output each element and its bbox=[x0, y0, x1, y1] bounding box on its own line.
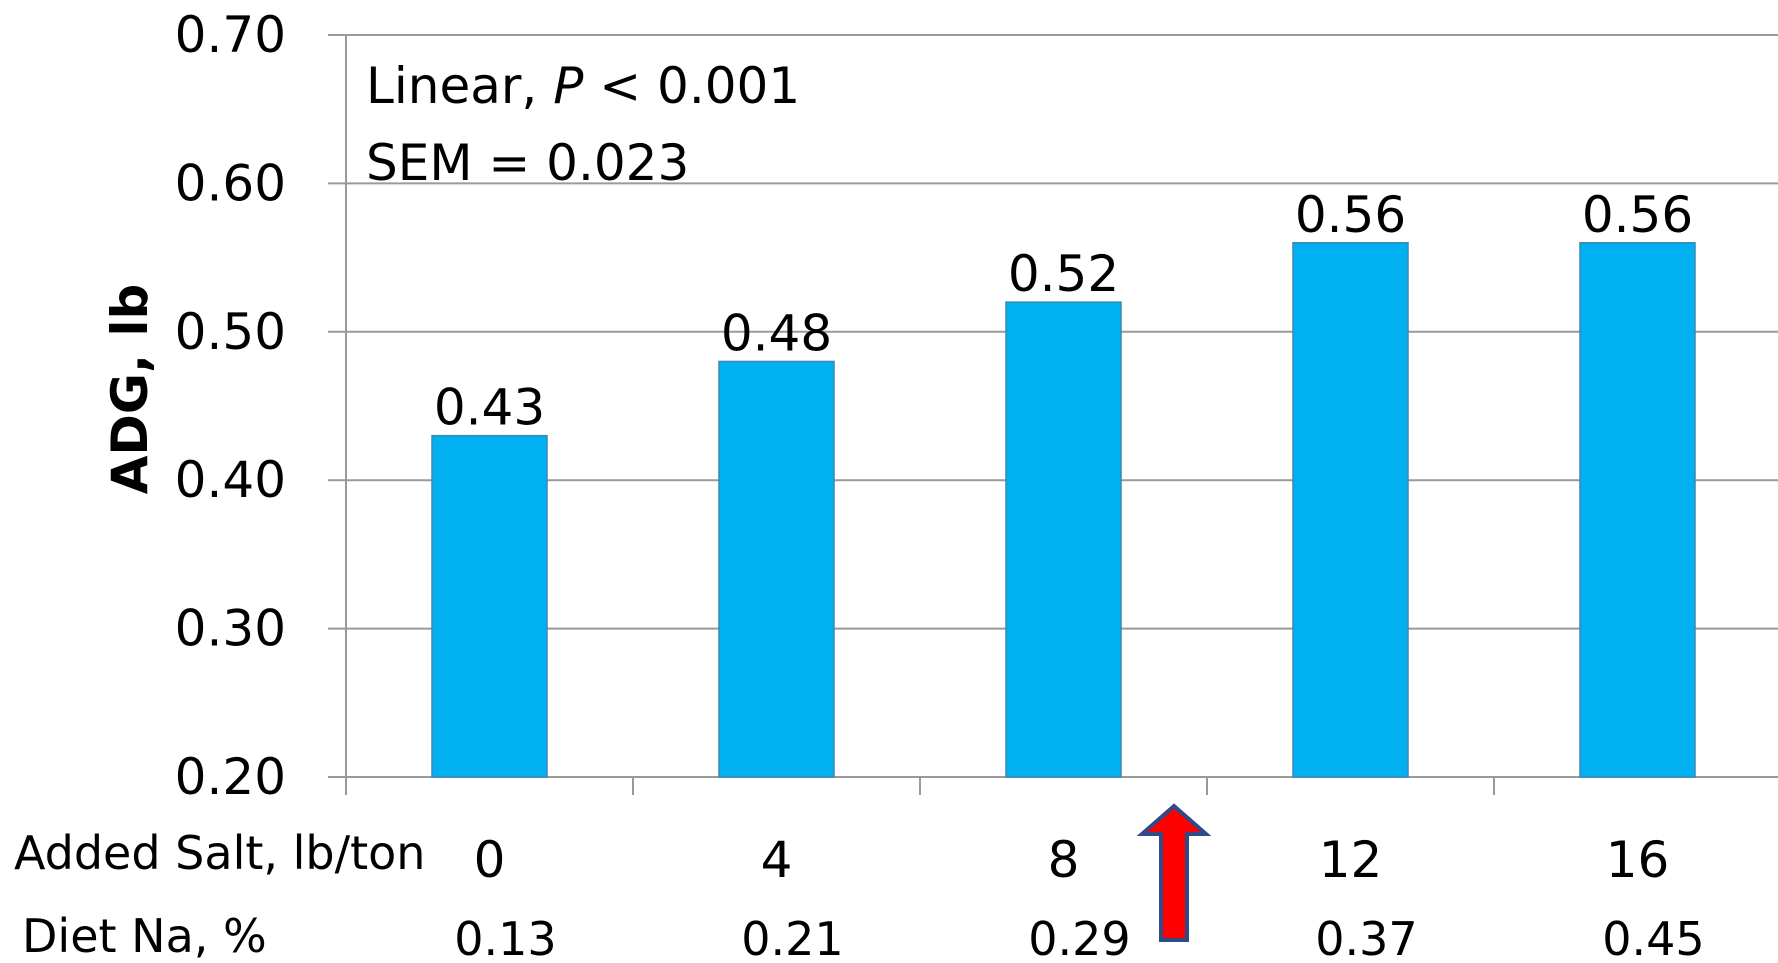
y-tick-label: 0.60 bbox=[175, 154, 286, 212]
diet-na-value-label: 0.45 bbox=[1602, 912, 1704, 963]
highlight-arrow bbox=[1136, 803, 1212, 942]
bar bbox=[1292, 242, 1409, 778]
y-tick-label: 0.20 bbox=[175, 748, 286, 806]
bar bbox=[718, 360, 835, 778]
red-up-arrow-icon bbox=[1136, 803, 1212, 942]
stat-annotation-line1: Linear, P < 0.001 bbox=[366, 57, 800, 115]
y-tick-label: 0.30 bbox=[175, 600, 286, 658]
y-axis-title: ADG, lb bbox=[101, 284, 159, 495]
bar-value-label: 0.48 bbox=[721, 304, 832, 362]
y-tick-label: 0.40 bbox=[175, 451, 286, 509]
x-category-label: 16 bbox=[1606, 831, 1670, 889]
labels: 0.20 0.30 0.40 0.50 0.60 0.70 0.43 0 0.13 0.48 4 0.… bbox=[175, 6, 1705, 963]
diet-na-value-label: 0.37 bbox=[1315, 912, 1417, 963]
x-category-label: 12 bbox=[1319, 831, 1383, 889]
bar bbox=[1005, 301, 1122, 778]
y-tick-label: 0.50 bbox=[175, 303, 286, 361]
bar bbox=[431, 434, 548, 778]
bar-value-label: 0.56 bbox=[1295, 186, 1406, 244]
x-category-label: 4 bbox=[761, 831, 793, 889]
x-category-label: 0 bbox=[474, 831, 506, 889]
y-tick-label: 0.70 bbox=[175, 6, 286, 64]
bar-value-label: 0.43 bbox=[434, 379, 545, 437]
diet-na-value-label: 0.13 bbox=[454, 912, 556, 963]
x-category-label: 8 bbox=[1048, 831, 1080, 889]
bars bbox=[431, 242, 1696, 778]
diet-na-value-label: 0.29 bbox=[1028, 912, 1130, 963]
bar-value-label: 0.52 bbox=[1008, 245, 1119, 303]
stat-annotation-line2: SEM = 0.023 bbox=[366, 134, 689, 192]
diet-na-value-label: 0.21 bbox=[741, 912, 843, 963]
bar-value-label: 0.56 bbox=[1582, 186, 1693, 244]
bar bbox=[1579, 242, 1696, 778]
diet-na-row-label: Diet Na, % bbox=[22, 909, 267, 963]
added-salt-row-label: Added Salt, lb/ton bbox=[14, 826, 425, 880]
